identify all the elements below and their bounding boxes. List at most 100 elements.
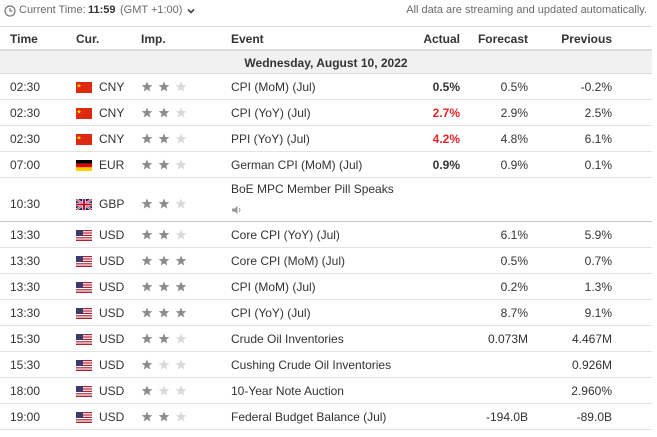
previous-value: 0.7% bbox=[584, 254, 612, 268]
cn-flag-icon bbox=[76, 134, 92, 145]
table-row[interactable]: 02:30 CNY CPI (MoM) (Jul) 0.5% 0.5% -0.2% bbox=[0, 74, 652, 100]
table-row[interactable]: 18:00 USD 10-Year Note Auction 2.960% bbox=[0, 378, 652, 404]
event-time: 13:30 bbox=[10, 254, 41, 268]
us-flag-icon bbox=[76, 334, 92, 345]
importance-stars bbox=[141, 81, 193, 93]
actual-value: 0.9% bbox=[432, 158, 460, 172]
currency-code: USD bbox=[99, 410, 125, 424]
date-label: Wednesday, August 10, 2022 bbox=[244, 56, 408, 70]
column-header-time[interactable]: Time bbox=[10, 32, 38, 46]
event-name[interactable]: PPI (YoY) (Jul) bbox=[231, 132, 310, 146]
event-time: 02:30 bbox=[10, 106, 41, 120]
table-row[interactable]: 13:30 USD CPI (MoM) (Jul) 0.2% 1.3% bbox=[0, 274, 652, 300]
event-name[interactable]: Core CPI (YoY) (Jul) bbox=[231, 228, 340, 242]
event-time: 19:00 bbox=[10, 410, 41, 424]
importance-stars bbox=[141, 385, 193, 397]
forecast-value: 0.9% bbox=[500, 158, 528, 172]
event-name[interactable]: German CPI (MoM) (Jul) bbox=[231, 158, 363, 172]
event-time: 10:30 bbox=[10, 197, 41, 211]
event-time: 13:30 bbox=[10, 280, 41, 294]
de-flag-icon bbox=[76, 160, 92, 171]
us-flag-icon bbox=[76, 386, 92, 397]
speaker-icon[interactable] bbox=[231, 205, 243, 215]
clock-icon bbox=[4, 5, 16, 17]
top-bar: Current Time: 11:59 (GMT +1:00) All data… bbox=[0, 0, 657, 22]
currency-code: USD bbox=[99, 306, 125, 320]
gb-flag-icon bbox=[76, 199, 92, 210]
previous-value: 4.467M bbox=[571, 332, 612, 346]
column-header-currency[interactable]: Cur. bbox=[76, 32, 100, 46]
column-header-actual[interactable]: Actual bbox=[423, 32, 460, 46]
event-name[interactable]: 10-Year Note Auction bbox=[231, 384, 344, 398]
column-header-previous[interactable]: Previous bbox=[561, 32, 612, 46]
previous-value: 6.1% bbox=[584, 132, 612, 146]
event-name[interactable]: Crude Oil Inventories bbox=[231, 332, 344, 346]
previous-value: 0.1% bbox=[584, 158, 612, 172]
column-header-forecast[interactable]: Forecast bbox=[477, 32, 528, 46]
event-time: 02:30 bbox=[10, 80, 41, 94]
table-row[interactable]: 19:00 USD Federal Budget Balance (Jul) -194… bbox=[0, 404, 652, 430]
forecast-value: 0.5% bbox=[500, 254, 528, 268]
previous-value: -0.2% bbox=[580, 80, 612, 94]
importance-stars bbox=[141, 307, 193, 319]
importance-stars bbox=[141, 411, 193, 423]
currency-code: EUR bbox=[99, 158, 125, 172]
us-flag-icon bbox=[76, 308, 92, 319]
us-flag-icon bbox=[76, 282, 92, 293]
table-row[interactable]: 15:30 USD Cushing Crude Oil Inventories 0.9… bbox=[0, 352, 652, 378]
event-name[interactable]: Cushing Crude Oil Inventories bbox=[231, 358, 392, 372]
table-row[interactable]: 02:30 CNY PPI (YoY) (Jul) 4.2% 4.8% 6.1% bbox=[0, 126, 652, 152]
currency-code: CNY bbox=[99, 132, 125, 146]
event-name[interactable]: CPI (MoM) (Jul) bbox=[231, 80, 316, 94]
timezone-selector[interactable]: (GMT +1:00) bbox=[120, 4, 183, 16]
previous-value: 5.9% bbox=[584, 228, 612, 242]
streaming-note: All data are streaming and updated autom… bbox=[406, 4, 647, 16]
currency-code: CNY bbox=[99, 106, 125, 120]
event-time: 18:00 bbox=[10, 384, 41, 398]
previous-value: 1.3% bbox=[584, 280, 612, 294]
event-time: 13:30 bbox=[10, 228, 41, 242]
current-time-value: 11:59 bbox=[88, 4, 116, 16]
event-time: 13:30 bbox=[10, 306, 41, 320]
cn-flag-icon bbox=[76, 108, 92, 119]
event-name[interactable]: BoE MPC Member Pill Speaks bbox=[231, 182, 394, 196]
current-time-label: Current Time: bbox=[19, 4, 86, 16]
event-name[interactable]: Federal Budget Balance (Jul) bbox=[231, 410, 387, 424]
event-time: 02:30 bbox=[10, 132, 41, 146]
table-row[interactable]: 13:30 USD CPI (YoY) (Jul) 8.7% 9.1% bbox=[0, 300, 652, 326]
event-name[interactable]: CPI (YoY) (Jul) bbox=[231, 106, 311, 120]
forecast-value: 2.9% bbox=[500, 106, 528, 120]
currency-code: USD bbox=[99, 254, 125, 268]
table-row[interactable]: 13:30 USD Core CPI (YoY) (Jul) 6.1% 5.9% bbox=[0, 222, 652, 248]
importance-stars bbox=[141, 255, 193, 267]
importance-stars bbox=[141, 333, 193, 345]
table-row[interactable]: 10:30 GBP BoE MPC Member Pill Speaks bbox=[0, 178, 652, 222]
forecast-value: 0.073M bbox=[487, 332, 528, 346]
column-header-importance[interactable]: Imp. bbox=[141, 32, 166, 46]
table-row[interactable]: 07:00 EUR German CPI (MoM) (Jul) 0.9% 0.9% 0.… bbox=[0, 152, 652, 178]
chevron-down-icon[interactable] bbox=[186, 6, 196, 16]
event-name[interactable]: CPI (YoY) (Jul) bbox=[231, 306, 311, 320]
cn-flag-icon bbox=[76, 82, 92, 93]
importance-stars bbox=[141, 229, 193, 241]
forecast-value: 0.5% bbox=[500, 80, 528, 94]
importance-stars bbox=[141, 281, 193, 293]
us-flag-icon bbox=[76, 256, 92, 267]
table-row[interactable]: 13:30 USD Core CPI (MoM) (Jul) 0.5% 0.7% bbox=[0, 248, 652, 274]
previous-value: 2.960% bbox=[571, 384, 612, 398]
importance-stars bbox=[141, 198, 193, 210]
forecast-value: 8.7% bbox=[500, 306, 528, 320]
event-name[interactable]: CPI (MoM) (Jul) bbox=[231, 280, 316, 294]
table-row[interactable]: 15:30 USD Crude Oil Inventories 0.073M 4.467… bbox=[0, 326, 652, 352]
table-header: Time Cur. Imp. Event Actual Forecast Pre… bbox=[0, 26, 652, 51]
importance-stars bbox=[141, 107, 193, 119]
currency-code: GBP bbox=[99, 197, 125, 211]
event-name[interactable]: Core CPI (MoM) (Jul) bbox=[231, 254, 346, 268]
previous-value: 9.1% bbox=[584, 306, 612, 320]
currency-code: USD bbox=[99, 384, 125, 398]
column-header-event[interactable]: Event bbox=[231, 32, 264, 46]
forecast-value: 4.8% bbox=[500, 132, 528, 146]
us-flag-icon bbox=[76, 360, 92, 371]
table-row[interactable]: 02:30 CNY CPI (YoY) (Jul) 2.7% 2.9% 2.5% bbox=[0, 100, 652, 126]
previous-value: 0.926M bbox=[571, 358, 612, 372]
